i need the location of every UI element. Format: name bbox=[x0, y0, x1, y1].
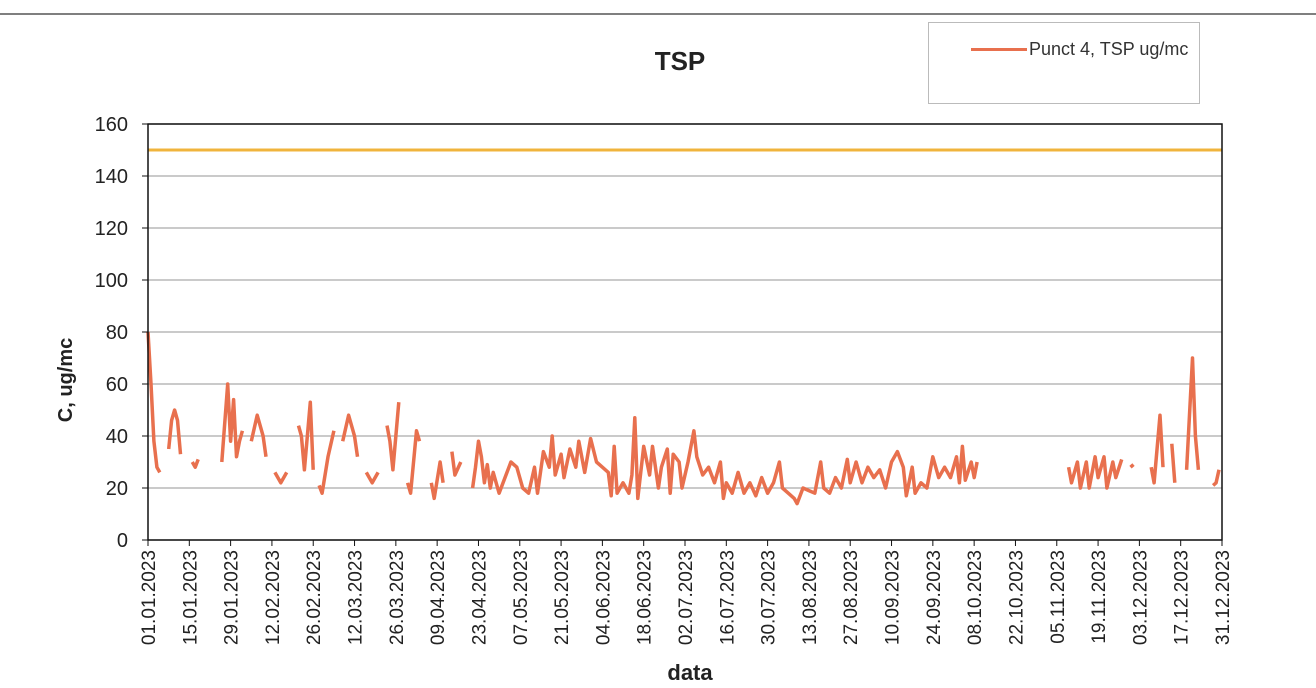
x-tick-label: 29.01.2023 bbox=[222, 550, 243, 645]
x-tick-label: 07.05.2023 bbox=[511, 550, 532, 645]
x-tick-label: 30.07.2023 bbox=[759, 550, 780, 645]
labels: 0 20 40 60 80 100 120 140 160 01.01.2023 15.01.202… bbox=[95, 114, 1234, 645]
x-tick-label: 17.12.2023 bbox=[1172, 550, 1193, 645]
x-tick-label: 12.02.2023 bbox=[263, 550, 284, 645]
x-tick-label: 16.07.2023 bbox=[717, 550, 738, 645]
x-tick-label: 24.09.2023 bbox=[924, 550, 945, 645]
x-tick-label: 18.06.2023 bbox=[635, 550, 656, 645]
x-tick-label: 03.12.2023 bbox=[1130, 550, 1151, 645]
x-tick-label: 23.04.2023 bbox=[469, 550, 490, 645]
x-tick-label: 19.11.2023 bbox=[1089, 550, 1110, 644]
x-tick-label: 21.05.2023 bbox=[552, 550, 573, 645]
y-tick-label: 160 bbox=[95, 114, 128, 136]
legend: Punct 4, TSP ug/mc bbox=[928, 22, 1200, 104]
x-tick-label: 26.03.2023 bbox=[387, 550, 408, 645]
x-tick-label: 08.10.2023 bbox=[965, 550, 986, 645]
y-tick-label: 140 bbox=[95, 166, 128, 188]
y-tick-label: 100 bbox=[95, 270, 128, 292]
x-tick-label: 15.01.2023 bbox=[180, 550, 201, 645]
x-tick-label: 05.11.2023 bbox=[1048, 550, 1069, 644]
x-axis-label: data bbox=[667, 660, 713, 685]
x-tick-label: 12.03.2023 bbox=[346, 550, 367, 645]
x-tick-label: 02.07.2023 bbox=[676, 550, 697, 645]
y-tick-label: 40 bbox=[106, 426, 128, 448]
y-tick-label: 20 bbox=[106, 478, 128, 500]
y-axis-label: C, ug/mc bbox=[55, 338, 77, 422]
legend-swatch bbox=[971, 48, 1027, 51]
data-line bbox=[146, 331, 1221, 506]
x-tick-label: 31.12.2023 bbox=[1213, 550, 1234, 645]
y-tick-label: 0 bbox=[117, 530, 128, 552]
y-tick-label: 80 bbox=[106, 322, 128, 344]
legend-label: Punct 4, TSP ug/mc bbox=[1029, 39, 1189, 59]
y-tick-label: 120 bbox=[95, 218, 128, 240]
x-tick-label: 13.08.2023 bbox=[800, 550, 821, 645]
chart-title: TSP bbox=[655, 46, 706, 76]
x-tick-label: 22.10.2023 bbox=[1006, 550, 1027, 645]
x-tick-label: 10.09.2023 bbox=[883, 550, 904, 645]
x-tick-label: 26.02.2023 bbox=[304, 550, 325, 645]
y-tick-label: 60 bbox=[106, 374, 128, 396]
x-tick-label: 09.04.2023 bbox=[428, 550, 449, 645]
marks bbox=[146, 148, 1222, 506]
x-tick-label: 27.08.2023 bbox=[841, 550, 862, 645]
x-tick-label: 01.01.2023 bbox=[139, 550, 160, 645]
x-tick-label: 04.06.2023 bbox=[593, 550, 614, 645]
